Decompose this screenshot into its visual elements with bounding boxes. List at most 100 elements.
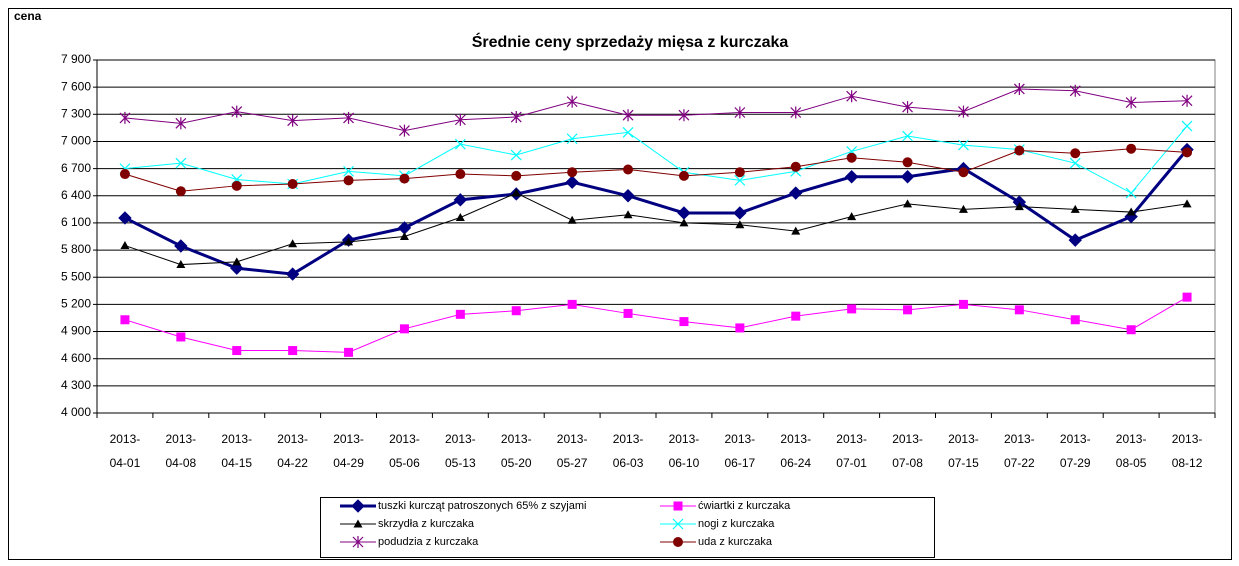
marker [790,161,801,172]
marker [343,175,354,186]
x-tick-label: 2013-07-15 [948,432,979,470]
x-tick-label: 2013-07-29 [1059,432,1091,470]
marker [734,106,746,119]
marker [454,138,466,150]
x-tick-label: 2013-08-05 [1115,432,1147,470]
marker [453,193,468,207]
marker [1069,157,1081,169]
marker [343,165,354,177]
marker [734,167,745,178]
legend-label: skrzydła z kurczaka [378,518,475,530]
marker [846,90,858,103]
x-tick-label: 2013-06-24 [780,432,812,470]
marker [958,299,968,309]
series-line [124,296,1188,353]
marker [1068,233,1082,247]
marker [230,261,244,275]
legend-label: ćwiartki z kurczaka [698,500,791,512]
marker [902,130,913,142]
marker [231,105,243,118]
x-tick-label: 2013-05-13 [444,432,476,470]
marker [735,220,745,229]
y-tick-label: 7 000 [61,134,91,148]
marker [622,126,634,138]
marker [455,212,465,221]
x-tick-label: 2013-05-20 [500,432,532,470]
marker [902,157,913,168]
marker [288,346,298,356]
marker [231,180,242,191]
marker [232,346,242,356]
series-line [124,88,1188,132]
marker [1126,143,1137,154]
marker [118,211,132,225]
legend-label: podudzia z kurczaka [378,536,479,548]
marker [623,210,633,219]
y-axis-label: cena [14,9,42,23]
marker [455,169,466,180]
legend-marker [351,499,365,513]
marker [287,179,298,190]
marker [903,199,913,208]
marker [846,152,857,163]
marker [844,170,859,184]
marker [735,323,745,333]
marker [175,157,187,169]
marker [1182,292,1192,302]
marker [399,232,409,240]
marker [287,114,299,127]
y-tick-label: 7 300 [61,106,91,120]
x-tick-label: 2013-04-15 [221,432,253,470]
marker [510,111,522,124]
x-tick-label: 2013-07-08 [892,432,923,470]
x-tick-label: 2013-05-06 [389,432,420,470]
marker [566,133,578,145]
x-tick-label: 2013-06-03 [612,432,644,470]
chart-title: Średnie ceny sprzedaży mięsa z kurczaka [472,32,789,51]
marker [791,311,801,321]
marker [790,106,802,119]
marker [344,237,354,246]
y-tick-label: 7 900 [61,52,91,66]
marker [1124,209,1138,224]
y-tick-label: 6 400 [61,188,91,202]
marker [678,109,690,122]
x-tick-label: 2013-04-01 [109,432,141,470]
marker [679,218,689,227]
series-line [124,125,1188,194]
marker [174,239,188,253]
legend-marker [673,501,683,511]
x-tick-label: 2013-06-10 [668,432,700,470]
marker [1126,207,1136,216]
marker [175,117,187,130]
marker [900,170,915,184]
marker [847,304,857,314]
x-tick-label: 2013-07-01 [836,432,867,470]
marker [343,111,354,124]
legend-marker [352,536,364,548]
marker [288,239,298,248]
marker [789,186,803,200]
marker [567,215,577,224]
marker [1069,84,1081,97]
marker [567,167,578,178]
marker [734,174,746,186]
marker [1182,147,1193,158]
y-tick-label: 4 600 [61,351,91,365]
x-tick-label: 2013-04-29 [333,432,364,470]
marker [120,241,130,250]
marker [958,105,969,118]
x-tick-label: 2013-06-17 [724,432,756,470]
marker [958,139,969,151]
marker [344,347,354,357]
x-tick-label: 2013-07-22 [1003,432,1035,470]
marker [454,113,466,126]
y-tick-label: 5 200 [61,297,91,311]
marker [399,324,409,334]
y-tick-label: 4 300 [61,378,91,392]
marker [958,167,969,178]
marker [1014,145,1025,156]
marker [1125,187,1137,199]
